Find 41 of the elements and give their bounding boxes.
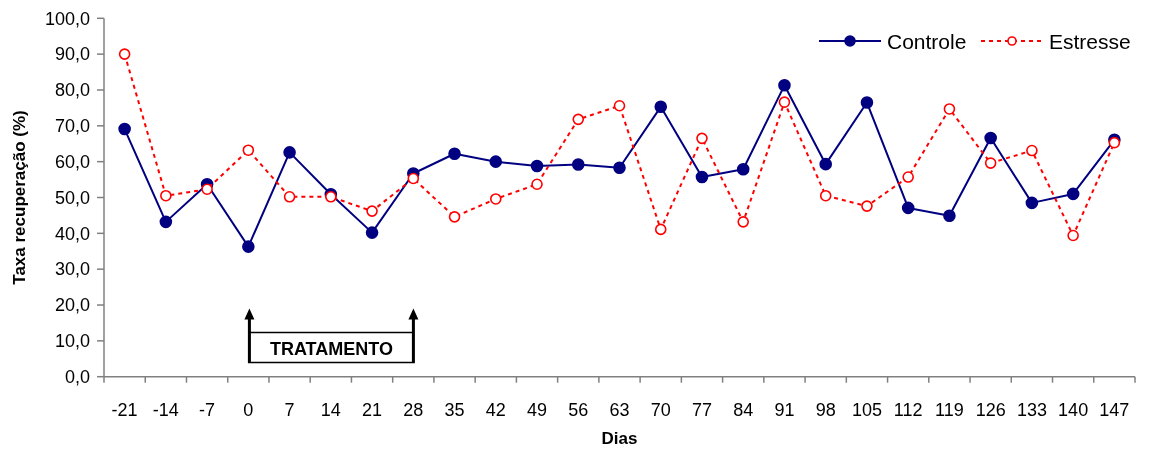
x-tick-label: 63 <box>609 399 630 420</box>
x-tick-label: -21 <box>111 399 138 420</box>
x-tick-label: 105 <box>851 399 882 420</box>
legend-label: Controle <box>887 29 967 53</box>
x-tick-label: 126 <box>975 399 1006 420</box>
y-tick-label: 0,0 <box>64 367 90 387</box>
y-tick-label: 50,0 <box>54 187 90 208</box>
x-tick-label: 42 <box>485 399 506 420</box>
x-tick-label: -7 <box>199 399 216 420</box>
x-tick-label: 14 <box>320 399 341 420</box>
y-tick-label: 10,0 <box>54 331 90 352</box>
x-tick-label: 112 <box>893 399 923 420</box>
y-tick-label: 100,0 <box>44 8 90 29</box>
x-tick-label: 56 <box>568 399 589 420</box>
y-tick-label: 80,0 <box>54 80 90 101</box>
x-tick-label: 28 <box>403 399 424 420</box>
annotation: TRATAMENTO <box>269 338 393 359</box>
y-tick-label: 30,0 <box>54 259 90 280</box>
y-tick-label: 90,0 <box>54 44 90 65</box>
legend-label: Estresse <box>1049 29 1131 53</box>
x-tick-label: 98 <box>815 399 836 420</box>
x-tick-label: 35 <box>444 399 465 420</box>
x-tick-label: 91 <box>774 399 795 420</box>
x-axis-title: Dias <box>601 429 638 448</box>
x-tick-label: 21 <box>362 399 383 420</box>
x-tick-label: 147 <box>1099 399 1130 420</box>
x-tick-label: 84 <box>733 399 754 420</box>
x-tick-label: 133 <box>1016 399 1047 420</box>
x-tick-label: 77 <box>691 399 712 420</box>
x-tick-label: 140 <box>1058 399 1089 420</box>
x-tick-label: 0 <box>243 399 254 420</box>
x-tick-label: 119 <box>935 399 964 420</box>
x-tick-label: 49 <box>527 399 548 420</box>
x-tick-label: 70 <box>650 399 671 420</box>
y-tick-label: 20,0 <box>54 295 90 316</box>
x-tick-label: -14 <box>152 399 179 420</box>
y-tick-label: 60,0 <box>54 151 90 172</box>
y-tick-label: 70,0 <box>54 116 90 137</box>
x-tick-label: 7 <box>284 399 295 420</box>
y-axis-title: Taxa recuperação (%) <box>10 110 29 285</box>
y-tick-label: 40,0 <box>54 223 90 244</box>
